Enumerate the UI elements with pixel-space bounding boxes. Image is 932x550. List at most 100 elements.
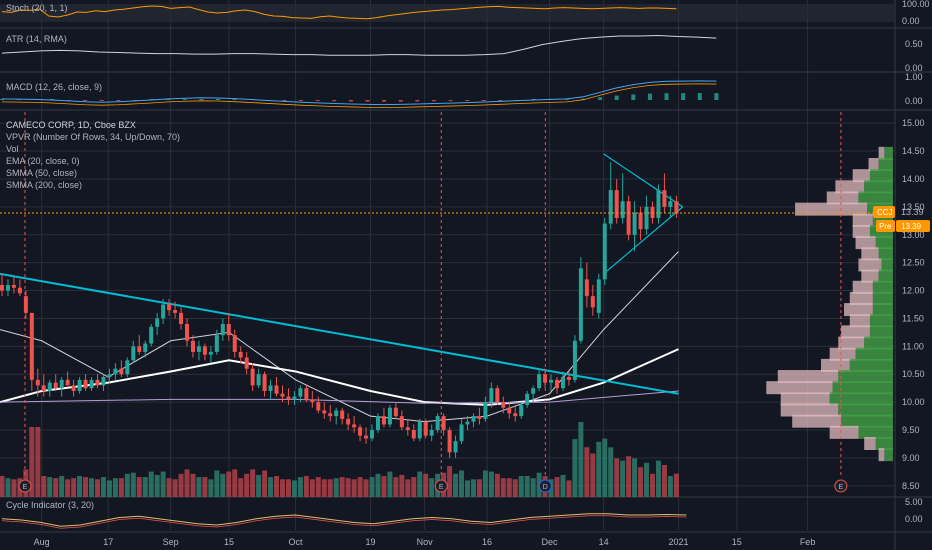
- macd-hist-bar: [215, 99, 220, 100]
- macd-hist-bar: [664, 93, 669, 100]
- macd-hist-bar: [199, 99, 204, 100]
- stoch-band: [0, 4, 895, 22]
- candle-body: [5, 284, 10, 291]
- price-tick-label: 12.50: [902, 258, 925, 268]
- time-axis[interactable]: Aug 17 Sep 15 Oct 19 Nov 16 Dec 14 2021 15 Feb: [34, 537, 816, 547]
- vp-up-bar: [875, 436, 893, 450]
- candle-body: [262, 374, 267, 391]
- volume-bar: [584, 447, 590, 497]
- candle-body: [399, 416, 404, 428]
- vp-up-bar: [881, 258, 893, 272]
- macd-hist-bar: [564, 99, 569, 100]
- candle-body: [310, 399, 315, 403]
- candle-body: [59, 379, 64, 389]
- volume-bar: [0, 476, 5, 497]
- candle-body: [83, 379, 88, 389]
- volume-bar: [661, 465, 667, 497]
- candle-body: [238, 351, 243, 358]
- ema-title[interactable]: EMA (20, close, 0): [6, 156, 80, 166]
- main-title[interactable]: CAMECO CORP, 1D, Cboe BZX: [6, 120, 136, 130]
- volume-bar: [339, 477, 345, 497]
- candle-body: [167, 304, 172, 311]
- macd-hist-bar: [714, 93, 719, 100]
- volume-bar: [644, 462, 650, 497]
- candle-body: [149, 326, 154, 344]
- volume-bar: [130, 472, 136, 497]
- vp-down-bar: [780, 392, 830, 406]
- time-tick-label: Aug: [34, 537, 50, 547]
- volume-bar: [638, 467, 644, 497]
- vp-up-bar: [878, 158, 893, 172]
- candle-body: [656, 190, 661, 219]
- volume-bar: [566, 480, 572, 497]
- volume-bar: [184, 469, 190, 497]
- candle-body: [519, 404, 524, 417]
- vp-down-bar: [878, 146, 885, 160]
- cycle-title[interactable]: Cycle Indicator (3, 20): [6, 500, 94, 510]
- atr-title[interactable]: ATR (14, RMA): [6, 34, 67, 44]
- candle-body: [596, 279, 601, 313]
- price-tick-label: 15.00: [902, 118, 925, 128]
- volume-bar: [667, 476, 673, 497]
- volume-bar: [77, 476, 83, 497]
- candle-body: [125, 360, 130, 375]
- symbol-price-tag[interactable]: CCJ 13.39: [873, 206, 924, 218]
- volume-bar: [190, 473, 196, 497]
- candle-body: [626, 201, 631, 235]
- candle-body: [590, 296, 595, 308]
- macd-title[interactable]: MACD (12, 26, close, 9): [6, 82, 102, 92]
- time-tick-label: Nov: [417, 537, 434, 547]
- volume-bar: [345, 478, 351, 497]
- volume-bar: [578, 422, 584, 497]
- vol-title[interactable]: Vol: [6, 144, 19, 154]
- volume-bar: [268, 477, 274, 497]
- price-axis[interactable]: 15.00 14.50 14.00 13.50 13.00 12.50 12.00 11.50…: [902, 118, 925, 491]
- price-tick-label: 8.50: [902, 481, 920, 491]
- candle-body: [292, 396, 297, 400]
- vp-down-bar: [849, 291, 873, 305]
- vp-up-bar: [838, 370, 893, 384]
- atr-pane: [1, 34, 717, 56]
- time-tick-label: Oct: [289, 537, 304, 547]
- volume-bar: [106, 480, 112, 497]
- macd-hist-bar: [448, 100, 453, 102]
- volume-bar: [238, 478, 244, 497]
- volume-bar: [136, 477, 142, 497]
- volume-bar: [94, 479, 100, 497]
- vpvr-title[interactable]: VPVR (Number Of Rows, 34, Up/Down, 70): [6, 132, 180, 142]
- vp-up-bar: [858, 425, 893, 439]
- pre-market-tag[interactable]: Pre 13.39: [876, 220, 930, 232]
- price-tick-label: 14.50: [902, 146, 925, 156]
- macd-hist-bar: [0, 99, 4, 100]
- candle-body: [161, 304, 166, 319]
- macd-hist-bar: [83, 100, 88, 101]
- macd-hist-bar: [382, 100, 387, 102]
- candle-body: [364, 435, 369, 439]
- candle-body: [608, 190, 613, 224]
- candle-body: [471, 416, 476, 422]
- smma200-title[interactable]: SMMA (200, close): [6, 180, 82, 190]
- vp-up-bar: [884, 448, 893, 462]
- vp-down-bar: [795, 202, 868, 216]
- atr-tick-000: 0.00: [905, 63, 923, 73]
- cycle-tick-5: 5.00: [905, 497, 923, 507]
- price-tick-label: 13.50: [902, 202, 925, 212]
- stoch-title[interactable]: Stoch (20, 1, 1): [6, 3, 68, 13]
- volume-bar: [518, 476, 524, 497]
- event-badge-label: E: [839, 484, 844, 491]
- macd-hist-bar: [348, 100, 353, 102]
- smma50-title[interactable]: SMMA (50, close): [6, 168, 77, 178]
- atr-line: [1, 34, 717, 56]
- volume-bar: [333, 478, 339, 497]
- vp-up-bar: [872, 291, 893, 305]
- stoch-line: [1, 5, 677, 20]
- vp-up-bar: [869, 325, 893, 339]
- volume-bar: [256, 474, 262, 497]
- vp-up-bar: [841, 414, 893, 428]
- event-badge: [834, 479, 848, 493]
- candle-body: [23, 296, 28, 313]
- volume-bar: [632, 458, 638, 497]
- vp-down-bar: [792, 414, 842, 428]
- candle-body: [650, 206, 655, 219]
- macd-hist-bar: [697, 93, 702, 100]
